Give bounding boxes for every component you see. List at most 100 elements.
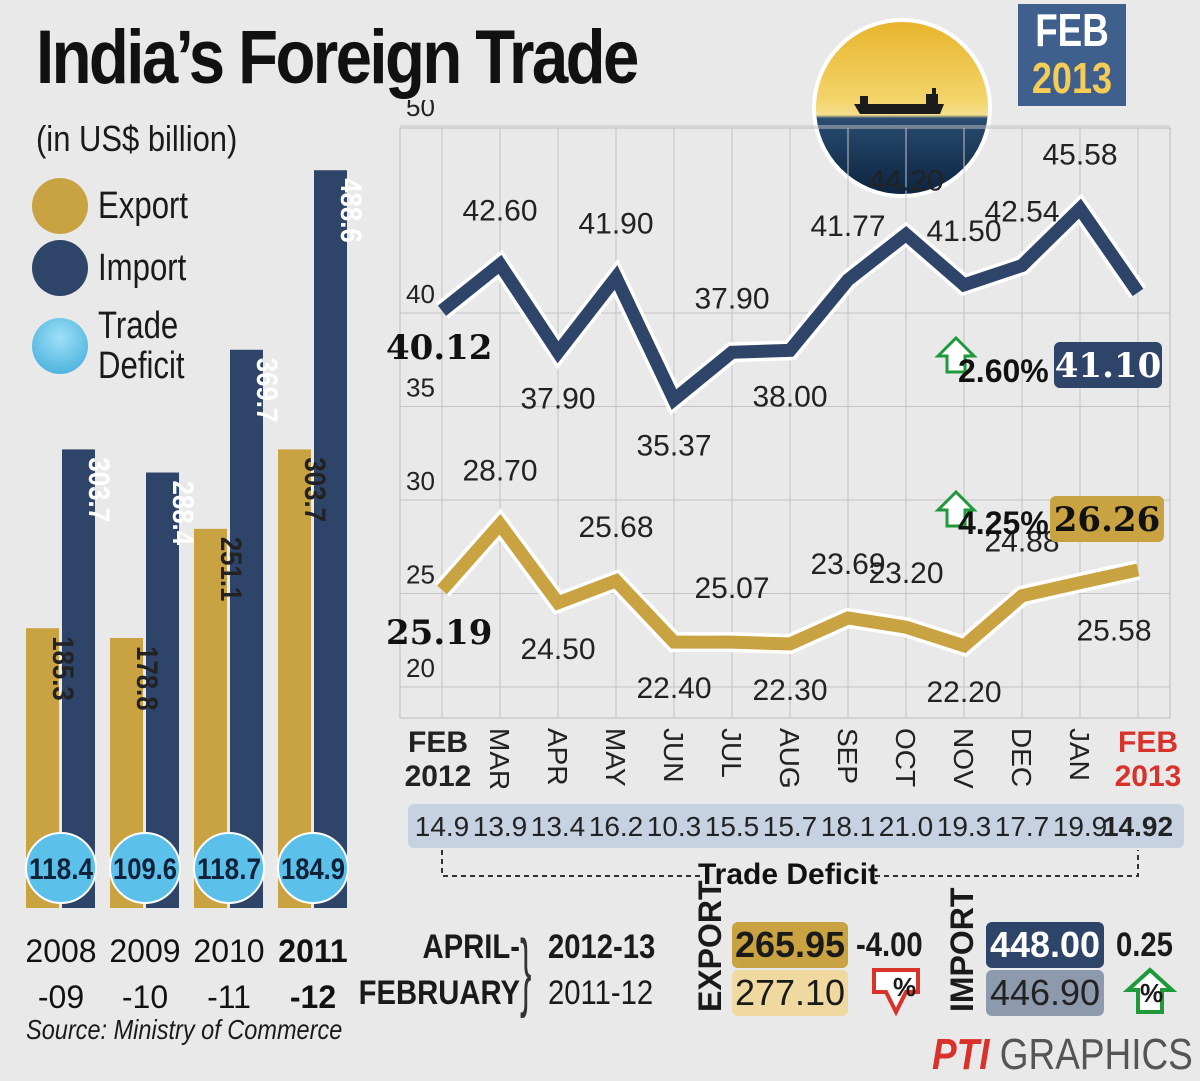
export-line (437, 513, 1140, 654)
year-previous: 2011-12 (548, 974, 654, 1012)
export-bar-label: 178.8 (131, 646, 164, 711)
export-summary-label: EXPORT (692, 880, 728, 1012)
x-category-label: 2012 (405, 760, 472, 793)
import-bar (314, 170, 347, 909)
import-point-label: 44.20 (868, 164, 943, 197)
annual-bar-chart: 185.3303.7118.42008-09178.8288.4109.6200… (25, 170, 368, 1010)
x-category-label: OCT (890, 728, 921, 787)
legend-export-swatch (32, 178, 88, 234)
deficit-value: 14.92 (1103, 811, 1173, 842)
import-current: 448.00 (986, 922, 1104, 968)
import-bar-label: 303.7 (83, 457, 116, 522)
export-point-label: 25.07 (694, 572, 769, 605)
export-bar-label: 303.7 (299, 457, 332, 522)
deficit-bubble (277, 832, 349, 904)
export-point-label: 25.58 (1076, 615, 1151, 648)
export-point-label: 23.69 (810, 548, 885, 581)
import-bar-label: 369.7 (251, 358, 284, 423)
legend-deficit: Trade Deficit (32, 306, 198, 386)
x-category-label: APR (542, 728, 573, 786)
date-month: FEB (1035, 4, 1109, 56)
import-point-label: 37.90 (694, 282, 769, 315)
y-tick-label: 25 (406, 560, 435, 590)
ship-photo (816, 22, 988, 194)
bar-category-label: 2010 (193, 933, 264, 969)
bar-category-label: 2009 (109, 933, 180, 969)
import-point-label: 42.54 (984, 196, 1059, 229)
import-change-label: 2.60% (958, 353, 1049, 389)
bar-category-label: -10 (122, 979, 168, 1010)
y-tick-label: 30 (406, 466, 435, 496)
deficit-value: 18.1 (821, 811, 876, 842)
deficit-value: 17.7 (995, 811, 1050, 842)
deficit-value: 16.2 (589, 811, 644, 842)
deficit-value: 19.9 (1053, 811, 1108, 842)
export-previous: 277.10 (732, 970, 848, 1016)
y-tick-label: 20 (406, 653, 435, 683)
export-bar-label: 185.3 (47, 636, 80, 701)
export-point-label: 22.20 (926, 676, 1001, 709)
x-category-label: DEC (1006, 728, 1037, 787)
legend-deficit-label: Trade Deficit (98, 305, 185, 387)
export-point-label: 24.50 (520, 633, 595, 666)
unit-label: (in US$ billion) (36, 118, 238, 159)
import-point-label: 41.50 (926, 215, 1001, 248)
export-up-arrow-icon (934, 489, 978, 528)
x-category-label: JUN (658, 728, 689, 782)
import-point-label: 41.90 (578, 207, 653, 240)
x-category-label: JAN (1064, 728, 1095, 781)
legend-import: Import (32, 240, 206, 296)
import-point-label: 37.90 (520, 382, 595, 415)
export-bar-label: 251.1 (215, 537, 248, 602)
export-start-label: 25.19 (386, 613, 492, 653)
export-point-label: 22.30 (752, 674, 827, 707)
import-point-label: 35.37 (636, 430, 711, 463)
import-bar-label: 488.6 (335, 178, 368, 243)
legend-export-label: Export (98, 185, 189, 227)
x-category-label: MAY (600, 728, 631, 787)
year-current: 2012-13 (548, 928, 656, 966)
period-label-line2: FEBRUARY (358, 974, 520, 1012)
export-latest-box (1050, 496, 1164, 542)
bar-category-label: -11 (207, 979, 251, 1010)
import-latest-box (1054, 342, 1162, 388)
y-tick-label: 50 (406, 100, 435, 122)
bar-category-label: -09 (38, 979, 84, 1010)
import-start-label: 40.12 (386, 328, 492, 368)
legend-import-swatch (32, 240, 88, 296)
x-category-label: JUL (716, 728, 747, 778)
x-category-label: 2013 (1115, 760, 1182, 793)
export-point-label: 24.88 (984, 526, 1059, 559)
export-point-label: 23.20 (868, 557, 943, 590)
bar-category-label: 2008 (25, 933, 96, 969)
export-current: 265.95 (732, 922, 848, 968)
y-tick-label: 40 (406, 279, 435, 309)
import-change-unit: % (1140, 978, 1164, 1008)
deficit-bubble-label: 118.7 (197, 853, 261, 886)
legend-import-label: Import (98, 247, 187, 289)
import-point-label: 45.58 (1042, 139, 1117, 172)
date-badge: FEB 2013 (1018, 4, 1126, 106)
export-point-label: 25.68 (578, 511, 653, 544)
credit-brand: PTI (932, 1030, 990, 1079)
monthly-line-chart: 20 25 30 35 40 50 40.12 42.60 37.90 41.90 35.37 37.… (386, 100, 1184, 892)
date-year: 2013 (1031, 54, 1113, 103)
deficit-bubble (109, 832, 181, 904)
deficit-bubble (193, 832, 265, 904)
import-point-label: 38.00 (752, 380, 827, 413)
down-arrow-icon (866, 966, 926, 1021)
y-tick-label: 35 (406, 373, 435, 403)
deficit-bubble-label: 184.9 (281, 853, 345, 886)
source-note: Source: Ministry of Commerce (26, 1014, 343, 1045)
export-point-label: 28.70 (462, 454, 537, 487)
legend-deficit-swatch (32, 318, 88, 374)
deficit-value: 15.7 (763, 811, 818, 842)
export-change: -4.00 (856, 926, 923, 964)
credit-text: GRAPHICS (999, 1030, 1193, 1079)
deficit-value: 15.5 (705, 811, 760, 842)
deficit-value: 10.3 (647, 811, 702, 842)
deficit-strip (408, 804, 1184, 848)
deficit-bubble-label: 109.6 (113, 853, 177, 886)
import-change: 0.25 (1116, 926, 1173, 964)
deficit-value: 13.9 (473, 811, 528, 842)
